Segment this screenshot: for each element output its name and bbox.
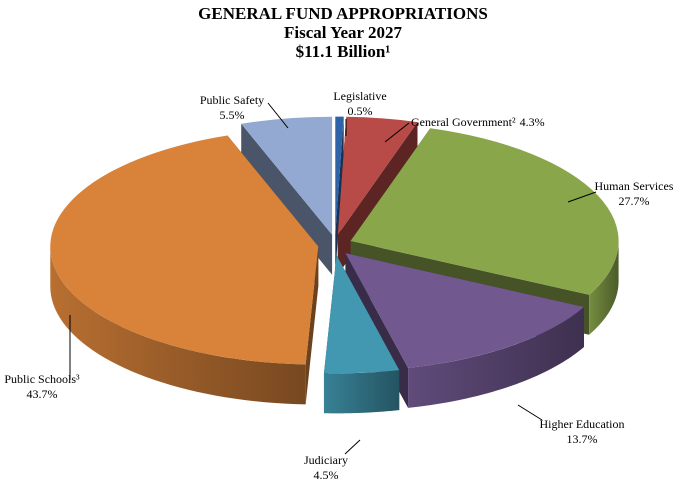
value-label: 0.5% — [348, 104, 373, 118]
slice-top — [323, 255, 400, 374]
slice-top — [50, 135, 319, 365]
value-label: 4.5% — [314, 468, 339, 482]
category-label: Public Safety — [200, 93, 264, 107]
slice — [323, 255, 400, 414]
slice-side — [335, 116, 344, 275]
label: General Government² 4.3% — [411, 115, 545, 129]
category-label: Higher Education — [540, 417, 625, 431]
category-label: Judiciary — [304, 453, 348, 467]
value-label: 27.7% — [619, 194, 650, 208]
category-label: Public Schools³ — [4, 372, 80, 386]
leader-line — [517, 404, 543, 421]
value-label: 4.3% — [520, 115, 545, 129]
category-label: General Government² — [411, 115, 516, 129]
slice-top — [350, 128, 619, 295]
slice-top — [345, 253, 584, 368]
slice — [50, 135, 319, 405]
value-label: 5.5% — [220, 108, 245, 122]
chart-subtitle: Fiscal Year 2027 — [284, 23, 403, 42]
slice-top — [337, 116, 418, 235]
slice-wall — [323, 370, 400, 414]
slice-wall — [589, 240, 619, 335]
slice-wall — [408, 306, 584, 408]
slice-top — [335, 116, 344, 235]
category-label: Human Services — [595, 179, 674, 193]
value-label: 13.7% — [567, 432, 598, 446]
slice-side — [305, 246, 319, 405]
slice-top — [241, 116, 333, 235]
pie — [50, 116, 619, 414]
category-label: Legislative — [333, 89, 386, 103]
leader-line — [567, 191, 597, 203]
leader-line — [267, 102, 289, 129]
chart-subtitle: $11.1 Billion¹ — [296, 42, 391, 61]
leader-line — [344, 439, 361, 455]
value-label: 43.7% — [27, 387, 58, 401]
leader-line — [384, 122, 410, 143]
slice — [335, 116, 344, 275]
slice-wall — [50, 246, 306, 405]
chart-title: GENERAL FUND APPROPRIATIONS — [198, 4, 488, 23]
